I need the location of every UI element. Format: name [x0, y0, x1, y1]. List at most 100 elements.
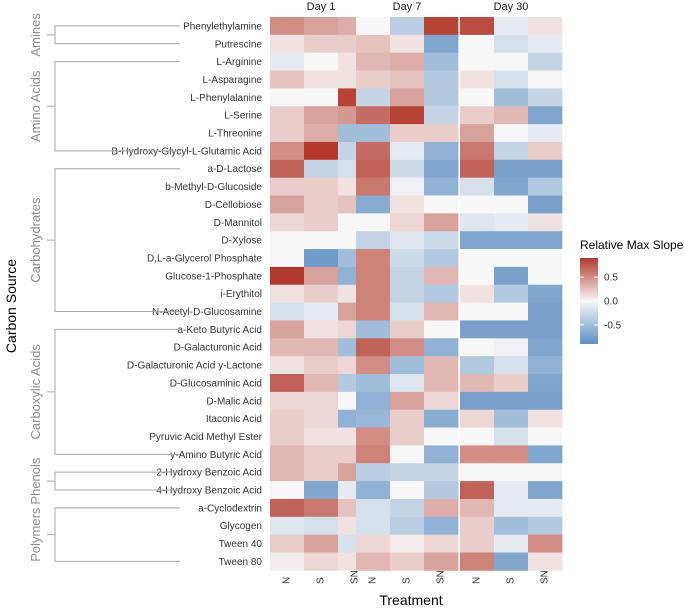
heatmap-cell: [390, 552, 425, 571]
heatmap-cell: [390, 141, 425, 161]
heatmap-cell: [528, 409, 563, 428]
x-tick-label: SN: [540, 570, 551, 584]
heatmap-cell: [304, 17, 339, 36]
heatmap-cell: [424, 374, 459, 393]
heatmap-cell: [424, 159, 459, 179]
heatmap-cell: [494, 498, 529, 518]
heatmap-cell: [494, 391, 529, 411]
heatmap-cell: [460, 338, 495, 357]
heatmap-cell: [270, 284, 305, 303]
heatmap-cell: [304, 374, 339, 393]
heatmap-cell: [270, 124, 305, 143]
heatmap-cell: [460, 88, 495, 107]
heatmap-cell: [304, 498, 339, 518]
heatmap-cell: [528, 52, 563, 71]
heatmap-cell: [528, 141, 563, 161]
heatmap-cell: [270, 409, 305, 428]
heatmap-cell: [424, 338, 459, 357]
heatmap-cell: [494, 124, 529, 143]
y-tick-label: 2-Hydroxy Benzoic Acid: [156, 468, 262, 479]
heatmap-cell: [460, 534, 495, 553]
heatmap-cell: [390, 516, 425, 536]
heatmap-cell: [390, 106, 425, 125]
heatmap-cell: [460, 552, 495, 571]
heatmap-cell: [528, 266, 563, 286]
heatmap-cell: [460, 195, 495, 214]
heatmap-cell: [528, 481, 563, 500]
y-tick-label: L-Asparagine: [203, 75, 263, 86]
group-bracket: [47, 507, 180, 562]
heatmap-cell: [390, 34, 425, 54]
heatmap-cell: [390, 374, 425, 393]
heatmap-cell: [494, 141, 529, 161]
heatmap-cell: [494, 106, 529, 125]
y-tick-label: 4-Hydroxy Benzoic Acid: [156, 486, 262, 497]
heatmap-cell: [356, 52, 391, 71]
group-label-amines: Amines: [28, 13, 43, 57]
facet-label-day-7: Day 7: [393, 1, 422, 13]
heatmap-cell: [390, 159, 425, 179]
heatmap-cell: [390, 409, 425, 428]
heatmap-cell: [460, 70, 495, 89]
heatmap-cell: [494, 481, 529, 500]
heatmap-cell: [356, 284, 391, 303]
heatmap-cell: [304, 552, 339, 571]
y-tick-label: D-Cellobiose: [205, 200, 263, 211]
heatmap-cell: [270, 159, 305, 179]
heatmap-cell: [424, 427, 459, 446]
heatmap-cell: [460, 141, 495, 161]
y-tick-label: i-Erythitol: [220, 289, 262, 300]
heatmap-cell: [270, 427, 305, 446]
heatmap-cell: [460, 231, 495, 250]
heatmap-cell: [494, 320, 529, 339]
heatmap-cell: [270, 356, 305, 375]
heatmap-cell: [270, 231, 305, 250]
heatmap-cell: [424, 266, 459, 286]
color-legend: Relative Max Slope 0.5 0.0 -0.5: [580, 238, 684, 344]
heatmap-cell: [304, 213, 339, 232]
heatmap-cell: [356, 34, 391, 54]
heatmap-cell: [494, 356, 529, 375]
heatmap-cell: [528, 124, 563, 143]
x-tick-label: S: [402, 577, 413, 584]
y-tick-label: a-Keto Butyric Acid: [178, 325, 262, 336]
heatmap-cell: [270, 177, 305, 196]
heatmap-cell: [270, 17, 305, 36]
heatmap-cell: [270, 249, 305, 268]
heatmap-cell: [270, 374, 305, 393]
heatmap-cell: [424, 124, 459, 143]
heatmap-cell: [390, 445, 425, 464]
heatmap-cell: [270, 106, 305, 125]
x-tick-label: S: [316, 577, 327, 584]
legend-tick-label: 0.0: [604, 297, 618, 308]
heatmap-cell: [494, 159, 529, 179]
heatmap-cell: [390, 266, 425, 286]
heatmap-cell: [304, 266, 339, 286]
heatmap-cell: [304, 70, 339, 89]
heatmap-cell: [460, 356, 495, 375]
heatmap-cell: [356, 159, 391, 179]
x-tick-label: N: [368, 577, 379, 584]
heatmap-cell: [494, 213, 529, 232]
heatmap-cell: [270, 70, 305, 89]
heatmap-cell: [460, 481, 495, 500]
heatmap-cell: [390, 52, 425, 71]
heatmap-cell: [356, 427, 391, 446]
heatmap-cell: [424, 249, 459, 268]
y-tick-label: Putrescine: [215, 39, 263, 50]
heatmap-cell: [390, 463, 425, 482]
heatmap-cell: [304, 34, 339, 54]
heatmap-cell: [528, 534, 563, 553]
legend-tick-label: 0.5: [604, 273, 618, 284]
heatmap-cell: [494, 17, 529, 36]
heatmap-cell: [390, 498, 425, 518]
heatmap-cell: [356, 124, 391, 143]
heatmap-cell: [356, 231, 391, 250]
y-tick-label: Phenylethylamine: [183, 21, 262, 32]
heatmap-cell: [304, 516, 339, 536]
heatmap-cell: [270, 213, 305, 232]
heatmap-cell: [390, 70, 425, 89]
heatmap-cell: [460, 52, 495, 71]
heatmap-cell: [460, 498, 495, 518]
